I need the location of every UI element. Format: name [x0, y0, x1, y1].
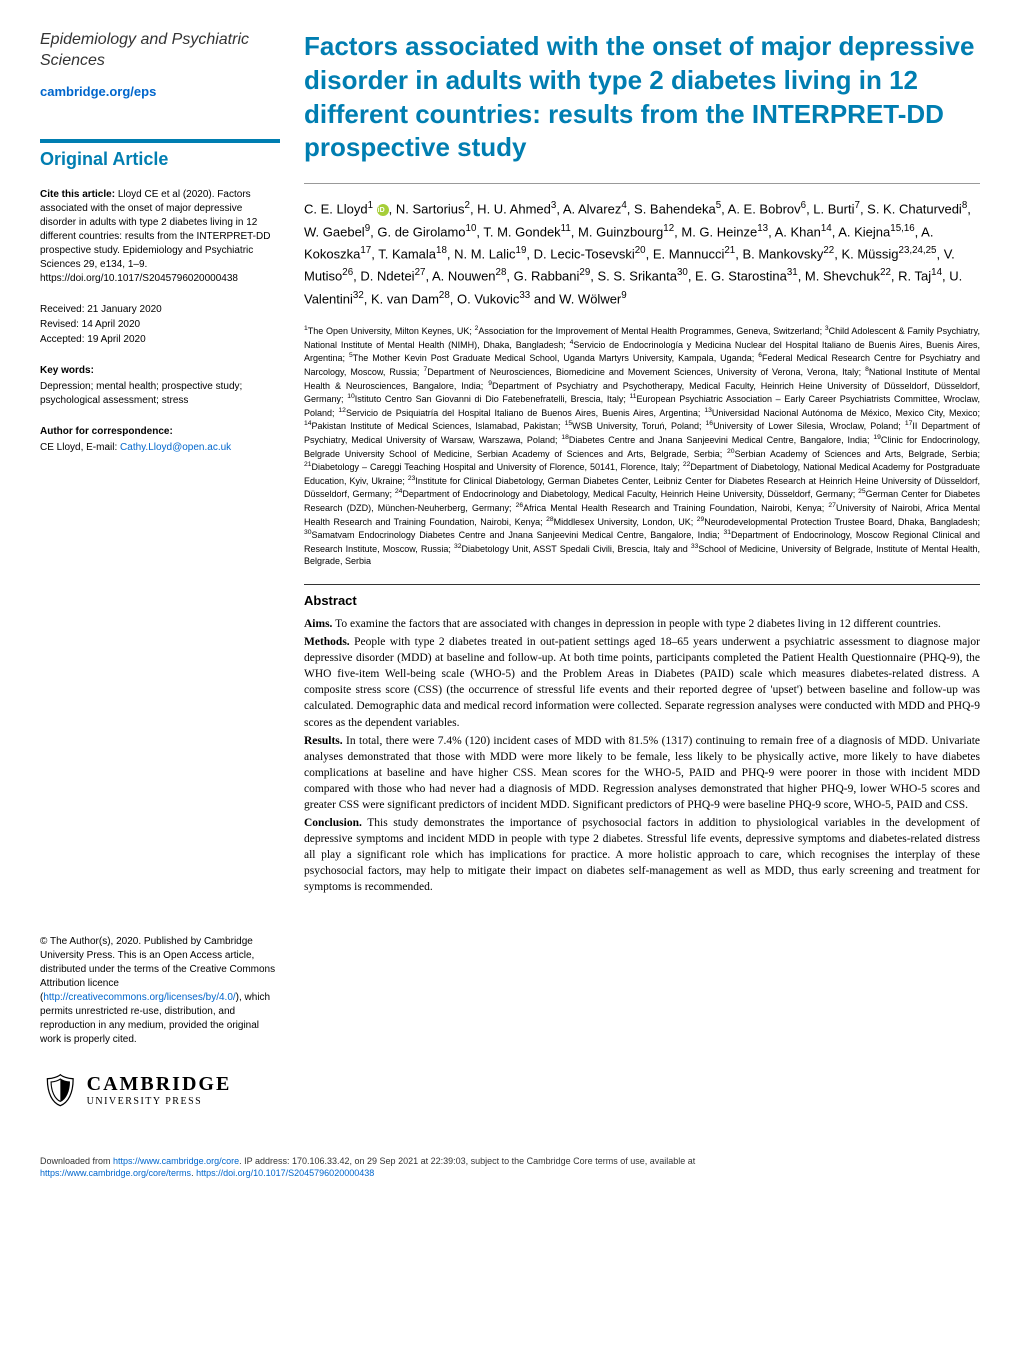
cambridge-top: CAMBRIDGE — [87, 1073, 232, 1096]
footer-link-3[interactable]: https://doi.org/10.1017/S204579602000043… — [196, 1168, 374, 1178]
journal-link[interactable]: cambridge.org/eps — [40, 84, 280, 99]
abstract-rule — [304, 584, 980, 585]
date-revised: Revised: 14 April 2020 — [40, 317, 280, 332]
footer-text-1b: . IP address: 170.106.33.42, on 29 Sep 2… — [239, 1156, 695, 1166]
journal-name: Epidemiology and Psychiatric Sciences — [40, 30, 280, 72]
abstract-body: Aims. To examine the factors that are as… — [304, 616, 980, 896]
correspondence-text: CE Lloyd, E-mail: Cathy.Lloyd@open.ac.uk — [40, 441, 280, 455]
citation-text: Lloyd CE et al (2020). Factors associate… — [40, 189, 270, 284]
correspondence-name: CE Lloyd, E-mail: — [40, 442, 120, 453]
methods-label: Methods. — [304, 636, 350, 648]
shield-icon: 🛡 — [40, 1071, 81, 1109]
affiliations: 1The Open University, Milton Keynes, UK;… — [304, 324, 980, 568]
citation-label: Cite this article: — [40, 189, 115, 200]
correspondence-label: Author for correspondence: — [40, 426, 280, 437]
article-title: Factors associated with the onset of maj… — [304, 30, 980, 165]
keywords-label: Key words: — [40, 365, 280, 376]
footer: Downloaded from https://www.cambridge.or… — [0, 1149, 1020, 1186]
methods-text: People with type 2 diabetes treated in o… — [304, 636, 980, 728]
cambridge-bottom: UNIVERSITY PRESS — [87, 1096, 232, 1107]
orcid-icon — [377, 204, 389, 216]
sidebar-spacer — [40, 455, 280, 935]
citation: Cite this article: Lloyd CE et al (2020)… — [40, 188, 280, 286]
date-received: Received: 21 January 2020 — [40, 302, 280, 317]
aims-text: To examine the factors that are associat… — [332, 618, 940, 630]
cambridge-logo: 🛡 CAMBRIDGE UNIVERSITY PRESS — [40, 1071, 280, 1109]
conclusion-text: This study demonstrates the importance o… — [304, 817, 980, 893]
aims-label: Aims. — [304, 618, 332, 630]
footer-link-1[interactable]: https://www.cambridge.org/core — [113, 1156, 239, 1166]
abstract-heading: Abstract — [304, 593, 980, 608]
keywords-text: Depression; mental health; prospective s… — [40, 380, 280, 408]
conclusion-label: Conclusion. — [304, 817, 362, 829]
sidebar: Epidemiology and Psychiatric Sciences ca… — [40, 30, 280, 1109]
date-accepted: Accepted: 19 April 2020 — [40, 332, 280, 347]
authors: C. E. Lloyd1 , N. Sartorius2, H. U. Ahme… — [304, 198, 980, 310]
article-type-band — [40, 139, 280, 143]
footer-text-1a: Downloaded from — [40, 1156, 113, 1166]
dates: Received: 21 January 2020 Revised: 14 Ap… — [40, 302, 280, 347]
results-text: In total, there were 7.4% (120) incident… — [304, 735, 980, 811]
main: Factors associated with the onset of maj… — [304, 30, 980, 1109]
footer-link-2[interactable]: https://www.cambridge.org/core/terms — [40, 1168, 191, 1178]
license: © The Author(s), 2020. Published by Camb… — [40, 935, 280, 1047]
license-link[interactable]: http://creativecommons.org/licenses/by/4… — [43, 992, 235, 1003]
results-label: Results. — [304, 735, 343, 747]
page: Epidemiology and Psychiatric Sciences ca… — [0, 0, 1020, 1149]
article-type: Original Article — [40, 149, 280, 170]
correspondence-email[interactable]: Cathy.Lloyd@open.ac.uk — [120, 442, 231, 453]
title-rule — [304, 183, 980, 184]
